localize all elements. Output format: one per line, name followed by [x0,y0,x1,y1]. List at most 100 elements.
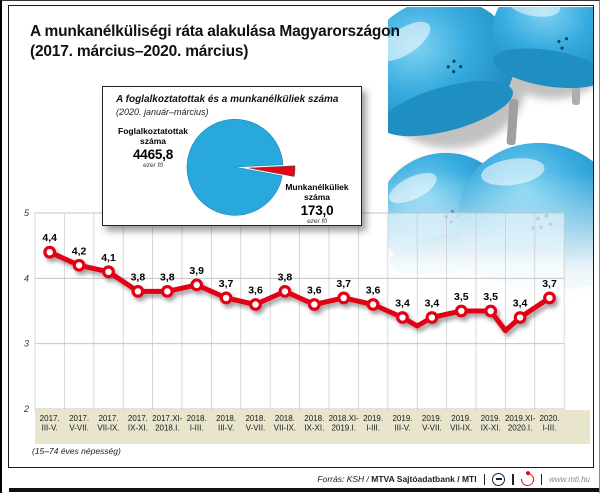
data-point-label: 3,6 [366,284,381,296]
data-point-label: 4,4 [42,232,57,244]
employed-label-block: Foglalkoztatottak száma 4465,8 ezer fő [107,126,199,170]
x-tick-label: III-V. [42,424,58,433]
x-tick-label: III-V. [394,424,410,433]
rate-line-series [43,245,556,334]
x-tick-label: IX-XI. [481,424,501,433]
x-tick-label: 2019. [363,414,383,423]
x-tick-label: V-VII. [246,424,266,433]
data-point-label: 3,4 [513,298,528,310]
data-point-label: 4,1 [101,252,116,264]
data-point-marker [190,278,204,292]
data-point-marker [366,298,380,311]
website-link: www.mti.hu [549,474,590,484]
y-tick-label: 5 [24,208,30,218]
source-agencies: MTVA Sajtóadatbank / MTI [371,474,477,484]
x-tick-label: 2018. [216,414,236,423]
separator [483,473,486,485]
pie-slice-unemployed [248,165,296,177]
x-tick-label: I-III. [543,424,557,433]
x-tick-label: 2018. [187,414,207,423]
unemployed-unit: ezer fő [307,218,327,226]
mti-logo-icon [517,469,537,489]
data-point-label: 3,7 [219,278,234,290]
data-point-label: 4,2 [72,245,87,257]
x-tick-label: 2019. [451,414,471,423]
helmet-shape [388,7,515,137]
data-point-marker [278,285,292,298]
inset-title: A foglalkoztatottak és a munkanélküliek … [116,94,339,105]
x-tick-label: 2018.I. [155,424,179,433]
data-point-marker [160,285,174,298]
x-tick-label: 2017. [69,414,89,423]
x-tick-label: 2018. [304,414,324,423]
employed-unit: ezer fő [143,162,163,170]
data-point-marker [249,298,262,311]
data-point-marker [425,311,439,324]
x-tick-label: 2018. [275,414,295,423]
pie-inset-panel: A foglalkoztatottak és a munkanélküliek … [102,86,362,226]
x-tick-label: 2019. [392,414,412,423]
x-tick-label: 2018. [245,414,265,423]
x-axis-band [35,410,590,444]
x-tick-label: IX-XI. [304,424,324,433]
data-point-marker [396,311,409,324]
data-point-label: 3,8 [160,271,175,283]
data-point-marker [484,304,498,318]
data-point-label: 3,4 [395,298,410,310]
data-point-marker [72,258,86,272]
y-tick-label: 2 [23,404,29,414]
unemployed-label-block: Munkanélküliek száma 173,0 ezer fő [271,182,363,226]
x-tick-label: 2019.XI- [505,414,536,423]
x-tick-label: 2020.I. [508,424,532,433]
data-point-label: 3,5 [454,291,469,303]
data-point-marker [337,291,351,305]
x-tick-label: 2019.I. [331,424,355,433]
data-point-label: 3,5 [483,291,498,303]
data-point-marker [102,265,115,279]
data-point-marker [543,291,556,305]
x-tick-label: I-III. [366,424,380,433]
data-point-label: 3,8 [278,271,293,283]
x-tick-label: 2017.XI- [152,414,183,423]
title-line-2: (2017. március–2020. március) [30,42,249,60]
inset-subtitle: (2020. január–március) [116,107,209,117]
helmet-shape [492,7,593,89]
employed-label: Foglalkoztatottak [118,126,188,136]
data-point-marker [131,285,145,298]
x-tick-label: 2017. [98,414,118,423]
source-prefix: Forrás: KSH / [317,474,369,484]
x-tick-label: VII-IX. [274,424,296,433]
x-tick-label: V-VII. [422,424,442,433]
x-tick-label: 2019. [422,414,442,423]
bottom-rule [9,488,599,492]
data-point-marker [307,298,321,311]
separator [540,473,543,485]
data-point-label: 3,4 [425,298,440,310]
title-line-1: A munkanélküliségi ráta alakulása Magyar… [30,23,400,40]
unemployed-label: Munkanélküliek [285,182,349,192]
x-tick-label: 2018.XI- [329,414,360,423]
x-tick-label: VII-IX. [97,424,119,433]
employment-pie-chart [186,119,296,216]
employed-value: 4465,8 [132,147,174,163]
data-point-label: 3,6 [307,284,322,296]
y-tick-label: 4 [24,273,29,283]
data-point-label: 3,8 [131,271,146,283]
data-point-label: 3,9 [189,265,204,277]
x-tick-label: III-V. [218,424,234,433]
x-tick-label: I-III. [190,424,204,433]
data-point-marker [219,291,233,305]
x-tick-label: 2019. [481,414,501,423]
x-tick-label: VII-IX. [450,424,472,433]
data-point-label: 3,7 [336,278,351,290]
x-tick-label: 2017. [40,414,60,423]
pie-slice-employed [186,119,284,216]
data-point-label: 3,7 [542,278,557,290]
x-tick-label: V-VII. [69,424,89,433]
x-tick-label: 2017. [128,414,148,423]
population-note: (15–74 éves népesség) [32,446,121,456]
data-point-label: 3,6 [248,284,263,296]
unemployed-value: 173,0 [300,203,334,219]
